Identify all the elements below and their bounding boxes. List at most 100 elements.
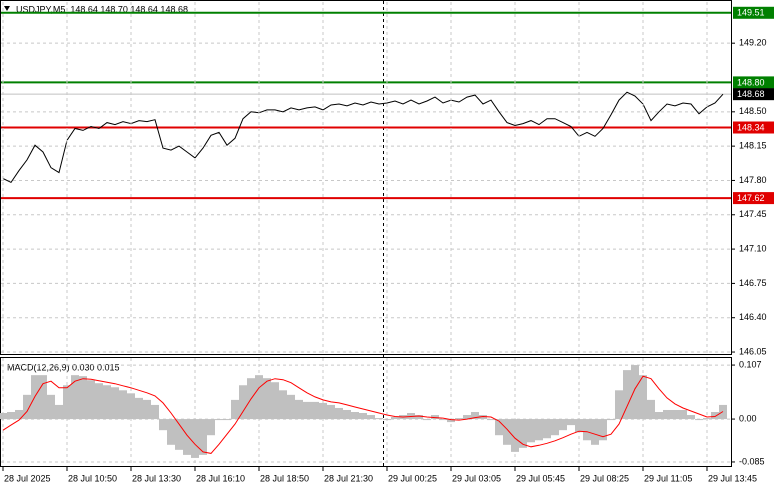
x-tick-label: 29 Jul 05:45 (516, 473, 565, 483)
macd-bar (151, 404, 159, 420)
x-tick-label: 28 Jul 2025 (4, 473, 51, 483)
macd-bar (143, 399, 151, 420)
y-tick-label: 146.40 (739, 312, 767, 322)
macd-bar (711, 412, 719, 420)
macd-bar (503, 419, 511, 445)
macd-bar (287, 394, 295, 420)
level-label: 147.62 (737, 193, 765, 203)
macd-bar (199, 419, 207, 455)
symbol-triangle (4, 6, 10, 11)
level-label: 148.34 (737, 122, 765, 132)
macd-bar (303, 401, 311, 420)
macd-bar (135, 397, 143, 420)
macd-bar (511, 419, 519, 452)
y-tick-label: 146.05 (739, 346, 767, 356)
macd-bar (39, 375, 47, 420)
macd-bar (679, 409, 687, 420)
macd-bar (191, 419, 199, 458)
macd-bar (175, 419, 183, 450)
level-label: 148.80 (737, 77, 765, 87)
x-tick-label: 28 Jul 13:30 (132, 473, 181, 483)
macd-bar (271, 382, 279, 420)
macd-bar (223, 419, 231, 421)
macd-bar (607, 419, 615, 421)
macd-bar (79, 376, 87, 420)
macd-bar (559, 419, 567, 431)
y-tick-label: -0.085 (739, 456, 765, 466)
x-tick-label: 29 Jul 00:25 (388, 473, 437, 483)
macd-bar (551, 419, 559, 436)
macd-bar (375, 418, 383, 420)
macd-bar (351, 412, 359, 420)
macd-bar (415, 415, 423, 420)
macd-bar (535, 419, 543, 441)
macd-bar (87, 380, 95, 420)
macd-bar (623, 370, 631, 420)
macd-bar (455, 418, 463, 420)
macd-bar (391, 417, 399, 420)
x-tick-label: 29 Jul 08:25 (580, 473, 629, 483)
macd-bar (527, 419, 535, 443)
macd-bar (591, 419, 599, 445)
macd-bar (439, 419, 447, 421)
macd-bar (15, 409, 23, 420)
level-label-bg (733, 192, 774, 205)
macd-bar (55, 404, 63, 420)
price-panel-frame (0, 0, 732, 355)
x-tick-label: 29 Jul 03:05 (452, 473, 501, 483)
last-price-bg (733, 88, 774, 101)
y-tick-label: 146.75 (739, 278, 767, 288)
macd-bar (111, 387, 119, 420)
macd-bar (159, 419, 167, 431)
macd-bar (279, 390, 287, 420)
macd-panel-frame (0, 357, 732, 467)
y-tick-label: 147.80 (739, 175, 767, 185)
x-tick-label: 28 Jul 21:30 (324, 473, 373, 483)
macd-bar (255, 375, 263, 420)
macd-bar (639, 375, 647, 420)
price-line (2, 91, 724, 184)
macd-bar (583, 419, 591, 441)
macd-bar (599, 419, 607, 441)
macd-bar (311, 401, 319, 420)
macd-bar (207, 419, 215, 436)
y-tick-label: 0.00 (739, 413, 757, 423)
y-tick-label: 149.20 (739, 38, 767, 48)
y-tick-label: 148.50 (739, 106, 767, 116)
macd-bar (423, 419, 431, 421)
y-tick-label: 148.15 (739, 141, 767, 151)
macd-bar (215, 419, 223, 421)
macd-title: MACD(12,26,9) 0.030 0.015 (7, 362, 120, 372)
macd-bar (335, 407, 343, 420)
macd-bar (431, 415, 439, 420)
macd-bar (671, 409, 679, 420)
macd-bar (519, 419, 527, 448)
macd-bar (655, 412, 663, 420)
macd-bar (703, 418, 711, 420)
y-tick-label: 147.10 (739, 243, 767, 253)
macd-bar (183, 419, 191, 455)
x-tick-label: 29 Jul 11:05 (644, 473, 692, 483)
macd-bar (127, 393, 135, 420)
macd-bar (471, 412, 479, 420)
last-price-label: 148.68 (737, 89, 765, 99)
macd-bar (567, 419, 575, 426)
macd-bar (487, 419, 495, 421)
macd-bar (95, 383, 103, 420)
macd-bar (7, 412, 15, 420)
macd-bar (383, 419, 391, 421)
macd-bar (479, 415, 487, 420)
macd-bar (319, 402, 327, 420)
level-label-bg (733, 76, 774, 89)
macd-bar (0, 413, 7, 420)
y-tick-label: 147.45 (739, 209, 767, 219)
macd-bar (71, 375, 79, 420)
macd-bar (495, 419, 503, 436)
level-label: 149.51 (737, 8, 765, 18)
macd-bar (327, 404, 335, 420)
macd-bar (687, 415, 695, 420)
macd-bar (663, 409, 671, 420)
macd-bar (231, 399, 239, 420)
